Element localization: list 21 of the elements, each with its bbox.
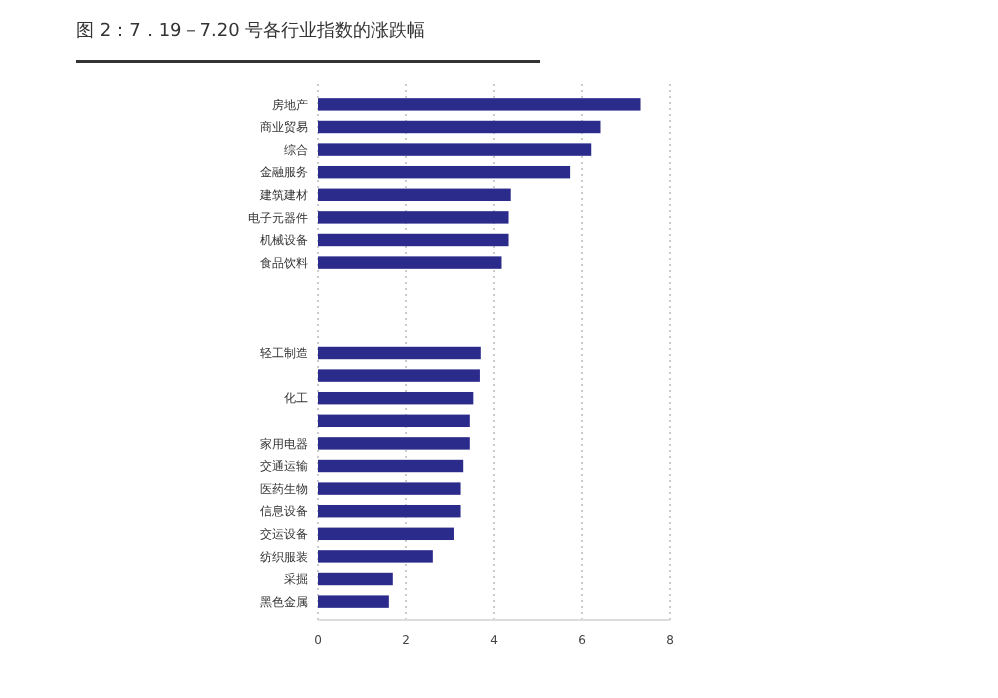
bar [318,572,393,586]
bar [318,459,464,473]
bar [318,256,502,269]
bar [318,143,592,156]
bar [318,188,511,202]
bar [318,391,474,405]
bar [318,414,470,428]
bar [318,437,470,450]
bar [318,527,454,541]
bar [318,504,461,518]
bar [318,120,601,134]
bar [318,550,433,563]
bar [318,211,509,224]
bar [318,165,571,179]
bar [318,369,480,382]
bar [318,595,389,608]
bar [318,98,641,111]
bar [318,482,461,495]
bar [318,346,481,360]
bar [318,233,509,247]
chart-title: 图 2：7．19－7.20 号各行业指数的涨跌幅 [76,20,426,42]
